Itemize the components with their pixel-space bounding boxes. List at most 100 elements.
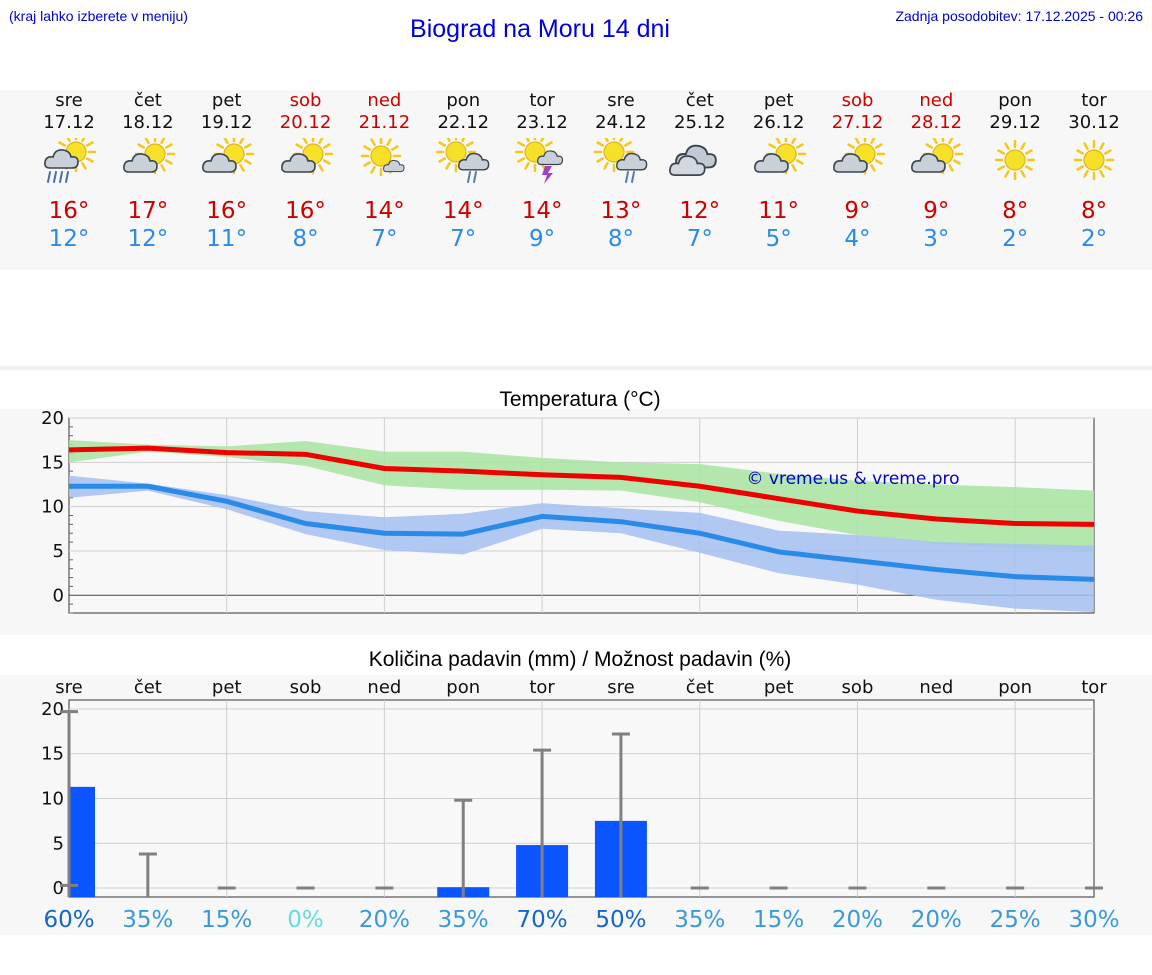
temp-min: 7° (450, 226, 477, 252)
temp-max: 11° (758, 198, 800, 224)
temp-max: 12° (679, 198, 721, 224)
day-date: 28.12 (910, 112, 963, 133)
day-column: ned 21.12 14° 7° (345, 90, 423, 252)
y-tick-label: 5 (53, 833, 64, 854)
day-date: 30.12 (1068, 112, 1120, 133)
max-range-band (69, 440, 1094, 551)
temp-min: 7° (686, 226, 713, 252)
day-column: tor 30.12 8° 2° (1055, 90, 1133, 252)
day-column: pon 22.12 14° 7° (424, 90, 502, 252)
precipitation-range (138, 852, 157, 897)
weather-icon (361, 138, 405, 177)
day-name: tor (529, 90, 555, 111)
day-label: sob (842, 677, 874, 698)
location-hint: (kraj lahko izberete v meniju) (9, 8, 188, 24)
day-column: čet 25.12 12° 7° (661, 90, 739, 252)
sun-cloud-rain-icon (436, 138, 490, 183)
cloud-icon (458, 152, 490, 171)
weather-icon (201, 138, 254, 175)
day-name: sre (607, 90, 635, 111)
temp-min: 5° (765, 226, 792, 252)
day-column: pon 29.12 8° 2° (976, 90, 1054, 252)
day-name: pon (998, 90, 1033, 111)
sun-icon (994, 139, 1036, 181)
temperature-chart-title: Temperatura (°C) (499, 388, 661, 411)
day-column: pet 26.12 11° 5° (740, 90, 818, 252)
temp-max: 8° (1002, 198, 1029, 224)
daily-forecast: sre 17.12 16° 12° čet 18.12 17° 12° pet 19.12 16° 1… (0, 90, 1152, 270)
temp-min: 11° (206, 226, 248, 252)
day-name: ned (919, 90, 954, 111)
sun-icon (1073, 139, 1115, 181)
weather-icon (994, 139, 1036, 181)
y-tick-label: 20 (41, 699, 64, 720)
temp-min: 3° (923, 226, 950, 252)
day-date: 22.12 (437, 112, 490, 133)
day-date: 26.12 (752, 112, 805, 133)
sun-icon (1073, 139, 1115, 181)
last-updated: Zadnja posodobitev: 17.12.2025 - 00:26 (895, 8, 1143, 24)
sun-cloud-icon (832, 138, 885, 175)
lightning-icon (542, 166, 554, 184)
cloud-icon (668, 155, 706, 176)
day-name: pet (763, 90, 794, 111)
day-column: sre 24.12 13° 8° (582, 90, 660, 252)
weather-icon (436, 138, 490, 183)
y-tick-label: 10 (41, 497, 64, 518)
day-column: tor 23.12 14° 9° (503, 90, 581, 252)
sun-small-cloud-icon (361, 138, 405, 177)
sun-cloud-icon (911, 138, 964, 175)
temp-min: 2° (1080, 226, 1108, 252)
cloud-icon (832, 153, 868, 173)
day-label: pon (998, 677, 1032, 698)
day-column: sre 17.12 16° 12° (30, 90, 108, 252)
cloud-icon (537, 150, 564, 166)
temp-max: 9° (923, 198, 950, 224)
min-temperature-line (69, 483, 1095, 582)
day-date: 27.12 (831, 112, 884, 133)
day-column: sob 27.12 9° 4° (819, 90, 897, 252)
day-column: čet 18.12 17° 12° (109, 90, 187, 252)
day-date: 17.12 (43, 112, 95, 133)
precipitation-range (454, 798, 473, 897)
precipitation-probability: 15% (201, 907, 252, 933)
weather-icon (280, 138, 333, 175)
sun-cloud-icon (122, 138, 176, 175)
rain-icon (624, 171, 635, 183)
sun-icon (514, 138, 556, 173)
day-name: čet (133, 90, 162, 111)
precipitation-bar (69, 786, 95, 897)
precipitation-probability: 15% (753, 907, 804, 933)
day-date: 29.12 (989, 112, 1041, 133)
day-label: sob (290, 677, 322, 698)
weather-icon (832, 138, 885, 175)
temp-min: 2° (1002, 226, 1029, 252)
max-temperature-line (68, 445, 1095, 527)
sun-thunderstorm-icon (514, 138, 564, 184)
day-label: ned (919, 677, 953, 698)
day-name: pon (446, 90, 481, 111)
temp-max: 13° (600, 198, 642, 224)
temp-max: 9° (844, 198, 871, 224)
precipitation-probability: 35% (438, 907, 489, 933)
day-name: pet (211, 90, 242, 111)
cloud-icon (911, 153, 947, 173)
day-label: tor (1081, 677, 1107, 698)
day-name: sob (289, 90, 322, 111)
rain-icon (467, 171, 478, 183)
weather-icon (911, 138, 964, 175)
cloud-icon (280, 153, 316, 173)
weather-icon (593, 138, 648, 183)
day-date: 21.12 (358, 112, 411, 133)
day-date: 18.12 (122, 112, 174, 133)
temp-min: 12° (127, 226, 169, 252)
day-label: sre (607, 677, 634, 698)
day-name: ned (367, 90, 402, 111)
forecast-band (0, 90, 1152, 270)
y-tick-label: 20 (41, 408, 64, 429)
day-label: čet (686, 677, 714, 698)
precipitation-probability: 20% (911, 907, 962, 933)
y-tick-label: 0 (53, 878, 64, 899)
temp-min: 4° (844, 226, 871, 252)
day-label: tor (529, 677, 555, 698)
